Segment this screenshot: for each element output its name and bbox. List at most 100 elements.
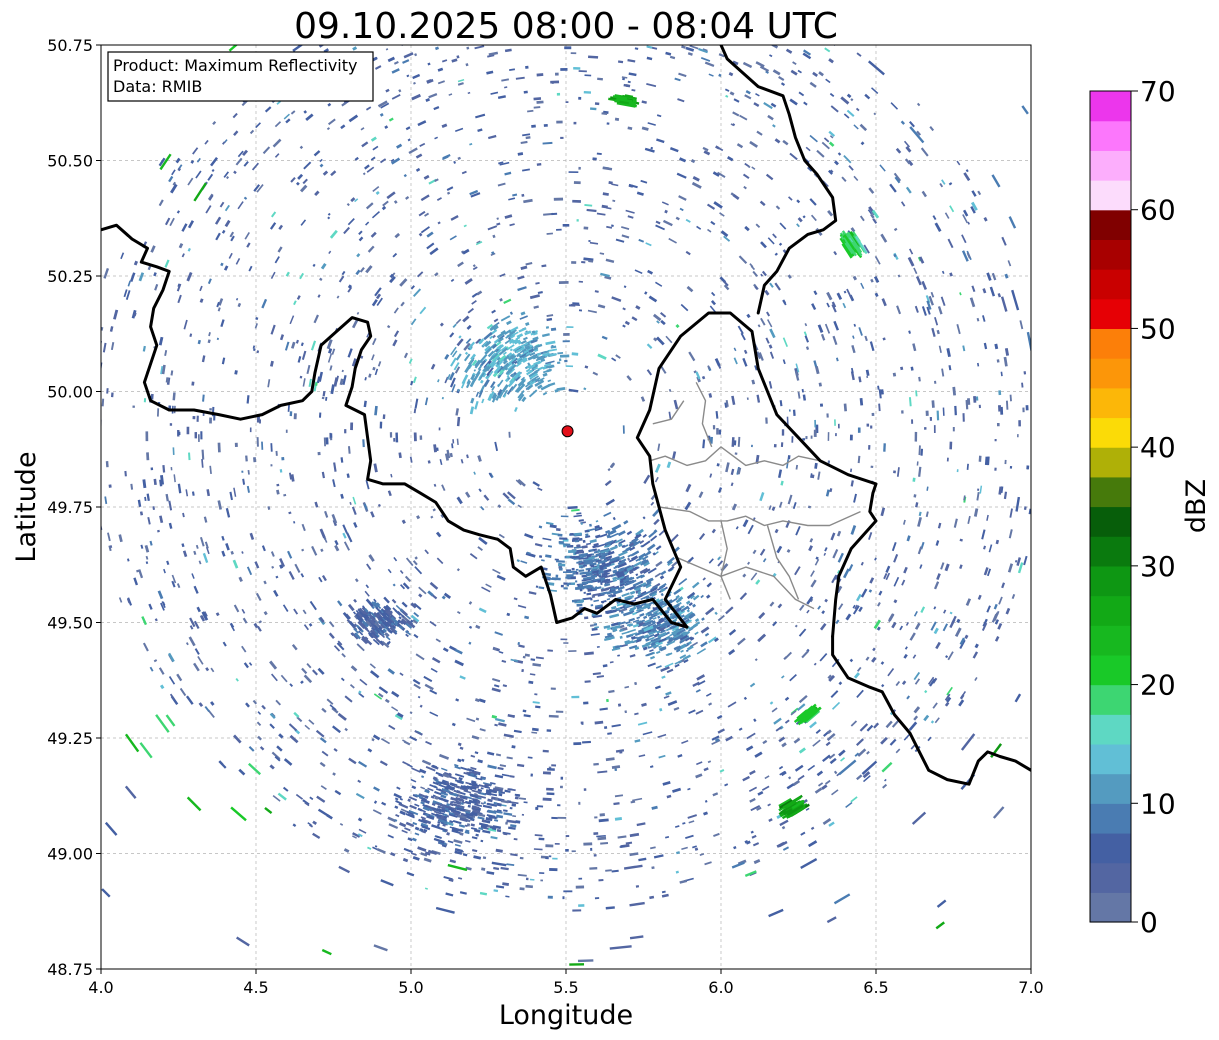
echo-speck: [810, 579, 817, 588]
echo-speck: [394, 713, 403, 721]
echo-speck: [225, 507, 231, 518]
echo-speck: [583, 842, 593, 846]
echo-speck: [270, 211, 277, 218]
echo-speck: [891, 542, 897, 552]
echo-speck: [526, 364, 532, 369]
echo-speck: [899, 625, 904, 631]
echo-speck: [166, 560, 170, 566]
x-tick-label: 5.0: [398, 978, 423, 997]
echo-speck: [400, 301, 405, 307]
echo-speck: [826, 302, 830, 308]
echo-speck: [774, 528, 779, 534]
echo-speck: [988, 544, 993, 553]
echo-speck: [147, 517, 151, 525]
echo-speck: [466, 454, 469, 459]
echo-speck: [421, 759, 432, 766]
echo-speck: [448, 878, 454, 882]
echo-speck: [661, 893, 669, 898]
echo-speck: [106, 388, 109, 394]
echo-speck: [807, 764, 816, 771]
echo-speck: [308, 719, 315, 725]
echo-speck: [710, 220, 716, 226]
echo-speck: [688, 351, 696, 362]
echo-speck: [786, 549, 791, 553]
echo-speck: [247, 469, 250, 475]
echo-speck: [646, 83, 657, 88]
echo-speck: [981, 622, 988, 632]
echo-speck: [1007, 260, 1012, 267]
echo-speck: [752, 842, 760, 847]
echo-speck: [108, 484, 112, 488]
echo-speck: [536, 805, 544, 808]
echo-speck: [849, 434, 853, 441]
echo-speck: [609, 661, 614, 664]
y-tick-label: 50.50: [47, 152, 93, 171]
echo-speck: [785, 48, 793, 54]
echo-speck: [918, 445, 921, 456]
echo-speck: [852, 275, 858, 281]
echo-speck: [498, 722, 507, 727]
echo-speck: [754, 658, 758, 662]
echo-speck: [567, 506, 578, 510]
echo-speck: [858, 376, 862, 383]
echo-speck: [332, 479, 336, 488]
echo-speck: [225, 176, 230, 180]
echo-speck: [480, 802, 485, 805]
echo-speck: [427, 590, 434, 597]
echo-speck: [460, 766, 469, 771]
echo-speck: [129, 272, 136, 282]
echo-speck: [296, 295, 301, 300]
echo-speck: [500, 866, 509, 871]
echo-speck: [768, 505, 772, 511]
echo-speck: [660, 666, 670, 672]
echo-speck: [780, 442, 784, 448]
echo-speck: [380, 102, 390, 109]
echo-speck: [290, 176, 296, 183]
echo-speck: [164, 217, 171, 226]
echo-speck: [593, 832, 599, 835]
echo-speck: [488, 51, 499, 56]
echo-speck: [554, 842, 560, 845]
echo-speck: [896, 305, 902, 315]
echo-speck: [813, 290, 818, 296]
colorbar-band: [1090, 298, 1131, 330]
echo-speck: [304, 724, 311, 730]
echo-speck: [714, 358, 721, 367]
echo-speck: [803, 101, 808, 106]
echo-speck: [681, 45, 686, 49]
echo-speck: [232, 559, 239, 569]
echo-speck: [318, 412, 322, 418]
echo-speck: [845, 613, 852, 621]
echo-speck: [497, 391, 504, 399]
echo-speck: [556, 92, 561, 96]
echo-speck: [445, 892, 454, 897]
echo-speck: [845, 801, 853, 808]
echo-speck: [437, 67, 444, 72]
echo-speck: [272, 138, 282, 148]
echo-speck: [454, 127, 464, 132]
echo-speck: [757, 324, 761, 328]
echo-speck: [408, 358, 413, 364]
echo-speck: [597, 353, 607, 360]
echo-speck: [893, 172, 902, 182]
echo-speck: [355, 792, 365, 800]
echo-speck: [1007, 563, 1014, 573]
echo-speck: [331, 513, 338, 524]
echo-speck: [590, 107, 597, 111]
echo-speck: [398, 89, 402, 93]
echo-speck: [366, 563, 372, 571]
echo-speck: [221, 535, 225, 541]
echo-speck: [947, 238, 954, 249]
echo-speck: [158, 199, 164, 207]
echo-speck: [932, 702, 938, 709]
echo-speck: [809, 198, 817, 206]
echo-speck: [796, 703, 806, 711]
echo-speck: [391, 68, 400, 74]
echo-speck: [704, 861, 712, 866]
echo-speck: [368, 555, 372, 559]
echo-speck: [263, 580, 267, 585]
echo-speck: [860, 588, 868, 598]
echo-speck: [267, 379, 271, 388]
echo-speck: [423, 857, 432, 863]
echo-speck: [817, 471, 821, 480]
